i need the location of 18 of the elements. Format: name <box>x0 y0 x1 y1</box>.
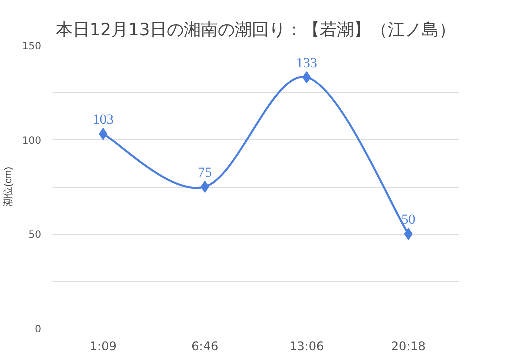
x-tick-label: 13:06 <box>290 340 324 354</box>
point <box>404 228 413 240</box>
data-label: 103 <box>92 113 114 128</box>
point <box>200 181 210 193</box>
data-label: 133 <box>296 56 318 72</box>
data-label: 50 <box>402 213 416 228</box>
point <box>99 128 108 140</box>
y-tick-label: 150 <box>22 42 42 52</box>
y-tick-label: 0 <box>35 324 42 336</box>
y-tick-label: 100 <box>22 136 42 147</box>
point <box>302 72 312 84</box>
x-tick-label: 20:18 <box>391 340 426 354</box>
x-tick-label: 1:09 <box>90 340 117 354</box>
y-axis-title: 潮位(cm) <box>2 166 14 207</box>
data-label: 75 <box>198 166 212 181</box>
y-tick-label: 50 <box>28 230 42 242</box>
x-tick-label: 6:46 <box>192 340 219 354</box>
chart-title: 本日12月13日の湘南の潮回り：【若潮】（江ノ島） <box>56 20 456 40</box>
